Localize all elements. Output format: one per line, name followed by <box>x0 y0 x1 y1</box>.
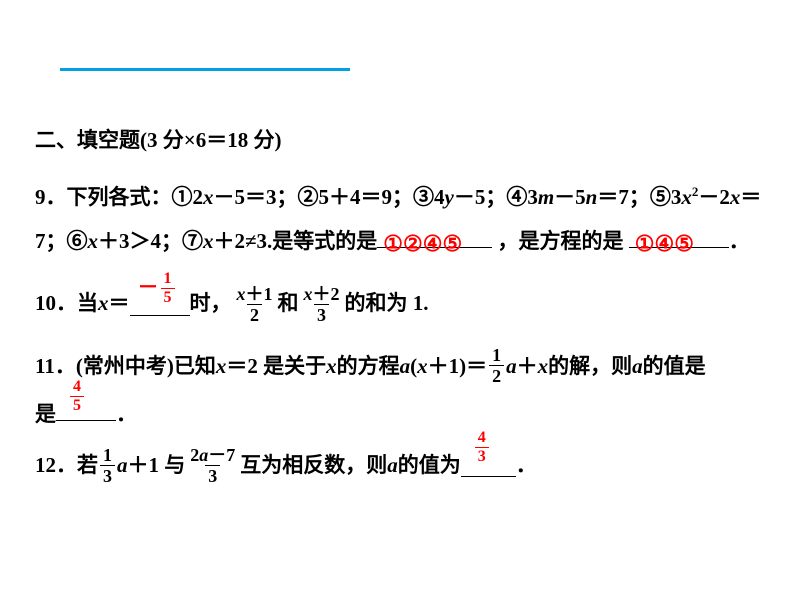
q10-t5: 的和为 1. <box>345 288 429 320</box>
content-area: 二、填空题(3 分×6＝18 分) 9．下列各式：①2x－5＝3；②5＋4＝9；… <box>35 125 764 485</box>
q9-t4: －5 <box>554 185 586 209</box>
q9-ans2: ①④⑤ <box>635 221 694 267</box>
q9-ans1: ①②④⑤ <box>383 221 462 267</box>
q12-f2nc: －7 <box>208 445 235 465</box>
q9-t3: －5；④3 <box>454 185 538 209</box>
q11-prefix: 是 <box>35 402 56 426</box>
q9-t8: ＋3＞4；⑦ <box>98 229 203 253</box>
q11-fd: 2 <box>489 365 504 385</box>
question-12: 12．若 1 3 a ＋1 与 2a－7 3 互为相反数，则 a 的值为 4 3… <box>35 446 764 485</box>
q10-f1d: 2 <box>247 304 262 324</box>
q9-x5: x <box>203 229 214 253</box>
q12-ans: 4 3 <box>473 430 491 465</box>
q11-t9: ． <box>116 402 137 426</box>
q12-t2: ＋1 与 <box>128 450 186 482</box>
q9-x4: x <box>88 229 99 253</box>
q12-f2d: 3 <box>205 465 220 485</box>
q9-blank1: ①②④⑤ <box>377 225 492 248</box>
q12-t5: ． <box>516 450 537 482</box>
q11-t8: 的值是 <box>643 342 706 390</box>
q10-frac1: x＋1 2 <box>234 285 276 324</box>
q11-x1: x <box>216 342 227 390</box>
q9-x1: x <box>203 185 214 209</box>
q11-x4: x <box>538 342 549 390</box>
q10-f1n-x: x <box>237 284 246 304</box>
q10-f2d: 3 <box>314 304 329 324</box>
question-10: 10．当 x ＝ － 1 5 时， x＋1 2 和 x＋2 3 的和为 1. <box>35 285 764 324</box>
q12-f2nb: a <box>199 445 208 465</box>
q12-t4: 的值为 <box>398 450 461 482</box>
q9-n: n <box>586 185 598 209</box>
q10-f1n-b: ＋1 <box>246 284 273 304</box>
q11-t1: 11．(常州中考)已知 <box>35 342 216 390</box>
q10-t1: 10．当 <box>35 288 98 320</box>
q12-f1n: 1 <box>100 446 115 465</box>
q10-ans-frac: 1 5 <box>161 271 175 306</box>
q10-t4: 和 <box>278 288 299 320</box>
q10-x: x <box>98 288 109 320</box>
q9-t9: ＋2≠3.是等式的是 <box>214 229 378 253</box>
q11-blank: 4 5 <box>56 398 116 421</box>
section-title: 二、填空题(3 分×6＝18 分) <box>35 125 764 157</box>
q9-t11: ． <box>729 229 750 253</box>
q11-a1: a <box>400 342 411 390</box>
q12-f2n: 2a－7 <box>187 446 238 465</box>
q10-ans-sign: － <box>138 272 159 304</box>
q10-f2n-b: ＋2 <box>313 284 340 304</box>
q9-blank2: ①④⑤ <box>629 225 729 248</box>
q9-t10: ，是方程的是 <box>492 229 623 253</box>
q10-f1n: x＋1 <box>234 285 276 304</box>
q11-line: 11．(常州中考)已知 x ＝2 是关于 x 的方程 a ( x ＋1)＝ 1 … <box>35 342 706 390</box>
q9-m: m <box>538 185 554 209</box>
q11-t3: 的方程 <box>337 342 400 390</box>
q9-t6: －2 <box>698 185 730 209</box>
q9-y: y <box>445 185 454 209</box>
q11-a2: a <box>506 342 517 390</box>
q10-blank: － 1 5 <box>130 293 190 316</box>
q12-t3: 互为相反数，则 <box>240 450 387 482</box>
q12-f1d: 3 <box>100 465 115 485</box>
q10-f2n-x: x <box>304 284 313 304</box>
accent-line <box>60 68 350 71</box>
q12-a2: a <box>387 450 398 482</box>
q10-f2n: x＋2 <box>301 285 343 304</box>
q9-t1: 9．下列各式：①2 <box>35 185 203 209</box>
q11-a3: a <box>632 342 643 390</box>
q10-t3: 时， <box>190 288 232 320</box>
q12-frac1: 1 3 <box>100 446 115 485</box>
q12-t1: 12．若 <box>35 450 98 482</box>
q12-a1: a <box>117 450 128 482</box>
q12-f2na: 2 <box>190 445 199 465</box>
q10-ans-den: 5 <box>161 288 175 306</box>
q10-t2: ＝ <box>109 288 130 320</box>
q11-t2: ＝2 是关于 <box>226 342 326 390</box>
question-11: 11．(常州中考)已知 x ＝2 是关于 x 的方程 a ( x ＋1)＝ 1 … <box>35 342 764 439</box>
q12-ans-frac: 4 3 <box>475 430 489 465</box>
q11-ans-num: 4 <box>70 379 84 396</box>
q12-ans-den: 3 <box>475 447 489 465</box>
q9-t2: －5＝3；②5＋4＝9；③4 <box>214 185 445 209</box>
q9-t5: ＝7；⑤3 <box>597 185 681 209</box>
q11-x3: x <box>417 342 428 390</box>
q11-frac: 1 2 <box>489 346 504 385</box>
q10-ans: － 1 5 <box>138 271 177 306</box>
q9-x2: x <box>681 185 692 209</box>
q11-ans-frac: 4 5 <box>70 379 84 414</box>
q11-t6: ＋ <box>517 342 538 390</box>
q11-t5: ＋1)＝ <box>428 342 488 390</box>
q10-frac2: x＋2 3 <box>301 285 343 324</box>
q11-ans-den: 5 <box>70 396 84 414</box>
q10-ans-num: 1 <box>161 271 175 288</box>
q12-blank: 4 3 <box>461 454 516 477</box>
q11-x2: x <box>326 342 337 390</box>
q12-ans-num: 4 <box>475 430 489 447</box>
q9-x3: x <box>730 185 741 209</box>
q11-ans: 4 5 <box>68 370 86 418</box>
q12-frac2: 2a－7 3 <box>187 446 238 485</box>
question-9: 9．下列各式：①2x－5＝3；②5＋4＝9；③4y－5；④3m－5n＝7；⑤3x… <box>35 175 764 263</box>
q11-t7: 的解，则 <box>548 342 632 390</box>
q11-fn: 1 <box>489 346 504 365</box>
